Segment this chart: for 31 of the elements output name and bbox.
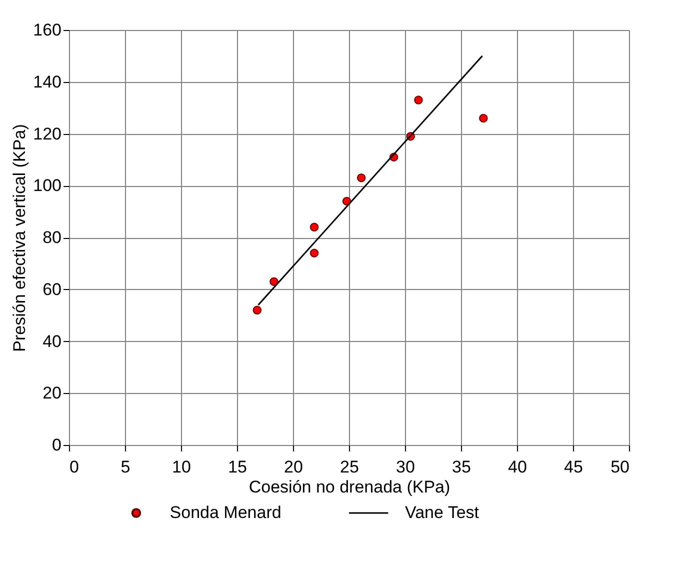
y-tick-label: 40	[42, 332, 62, 351]
x-tick-label: 25	[340, 458, 359, 476]
x-tick-label: 35	[452, 458, 471, 476]
point	[479, 114, 488, 123]
y-tick-label: 140	[33, 72, 62, 92]
legend-label: Vane Test	[405, 503, 480, 522]
y-tick-label: 0	[52, 436, 62, 454]
x-tick-label: 45	[564, 458, 583, 476]
y-tick-label: 160	[33, 20, 62, 40]
x-tick-label: 50	[610, 458, 630, 476]
y-tick-label: 120	[33, 124, 62, 144]
point	[310, 248, 319, 258]
y-tick-label: 20	[42, 384, 62, 403]
point	[356, 173, 366, 182]
x-axis-title: Coesión no drenada (KPa)	[248, 478, 450, 496]
point	[270, 277, 278, 286]
point	[414, 96, 423, 104]
x-tick-label: 20	[284, 458, 303, 476]
x-tick-label: 5	[120, 458, 130, 476]
x-tick-label: 40	[508, 458, 527, 476]
y-tick-label: 80	[42, 228, 62, 247]
x-tick-label: 15	[228, 458, 247, 476]
point	[310, 222, 319, 232]
y-axis-title: Presión efectiva vertical (KPa)	[10, 124, 30, 352]
point	[252, 306, 262, 314]
x-tick-label: 30	[396, 458, 415, 476]
x-tick-label: 0	[70, 458, 79, 476]
legend-label: Sonda Menard	[170, 503, 282, 522]
x-tick-label: 10	[172, 458, 191, 476]
y-tick-label: 60	[42, 280, 62, 299]
y-tick-label: 100	[33, 176, 62, 196]
